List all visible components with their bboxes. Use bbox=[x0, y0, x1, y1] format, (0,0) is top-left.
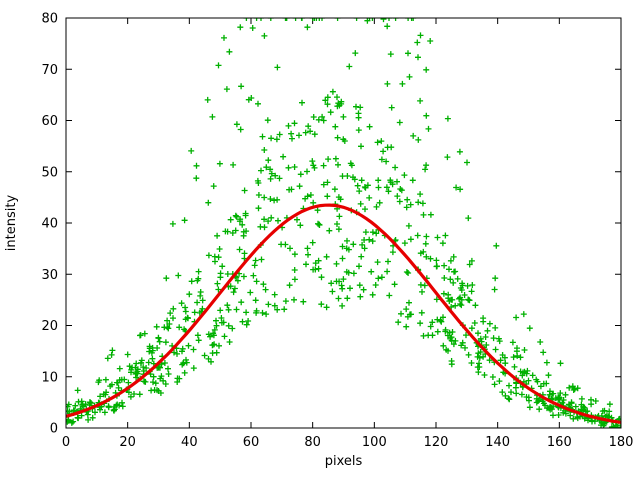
x-tick-label: 0 bbox=[62, 435, 70, 450]
x-tick-label: 60 bbox=[243, 435, 260, 450]
x-tick-label: 20 bbox=[119, 435, 136, 450]
y-tick-label: 0 bbox=[50, 422, 58, 437]
y-tick-label: 60 bbox=[41, 114, 58, 129]
y-tick-label: 30 bbox=[41, 268, 58, 283]
x-tick-label: 120 bbox=[424, 435, 449, 450]
tick-labels: 0 20 40 60 80 100 120 140 160 180 0 10 20 30 40 50 60 70 8… bbox=[41, 12, 633, 451]
y-tick-label: 80 bbox=[41, 12, 58, 27]
plot-border bbox=[65, 17, 622, 429]
y-tick-label: 40 bbox=[41, 217, 58, 232]
x-tick-label: 180 bbox=[609, 435, 634, 450]
y-tick-label: 10 bbox=[41, 370, 58, 385]
y-tick-label: 50 bbox=[41, 165, 58, 180]
y-tick-label: 70 bbox=[41, 63, 58, 78]
x-tick-label: 100 bbox=[362, 435, 387, 450]
x-axis-title: pixels bbox=[325, 454, 363, 469]
x-tick-label: 140 bbox=[485, 435, 510, 450]
y-axis-title: intensity bbox=[4, 195, 19, 252]
scatter-points bbox=[66, 18, 621, 428]
fit-curve bbox=[66, 203, 621, 424]
x-tick-label: 160 bbox=[547, 435, 572, 450]
y-tick-label: 20 bbox=[41, 319, 58, 334]
x-tick-label: 40 bbox=[181, 435, 198, 450]
x-tick-label: 80 bbox=[304, 435, 321, 450]
